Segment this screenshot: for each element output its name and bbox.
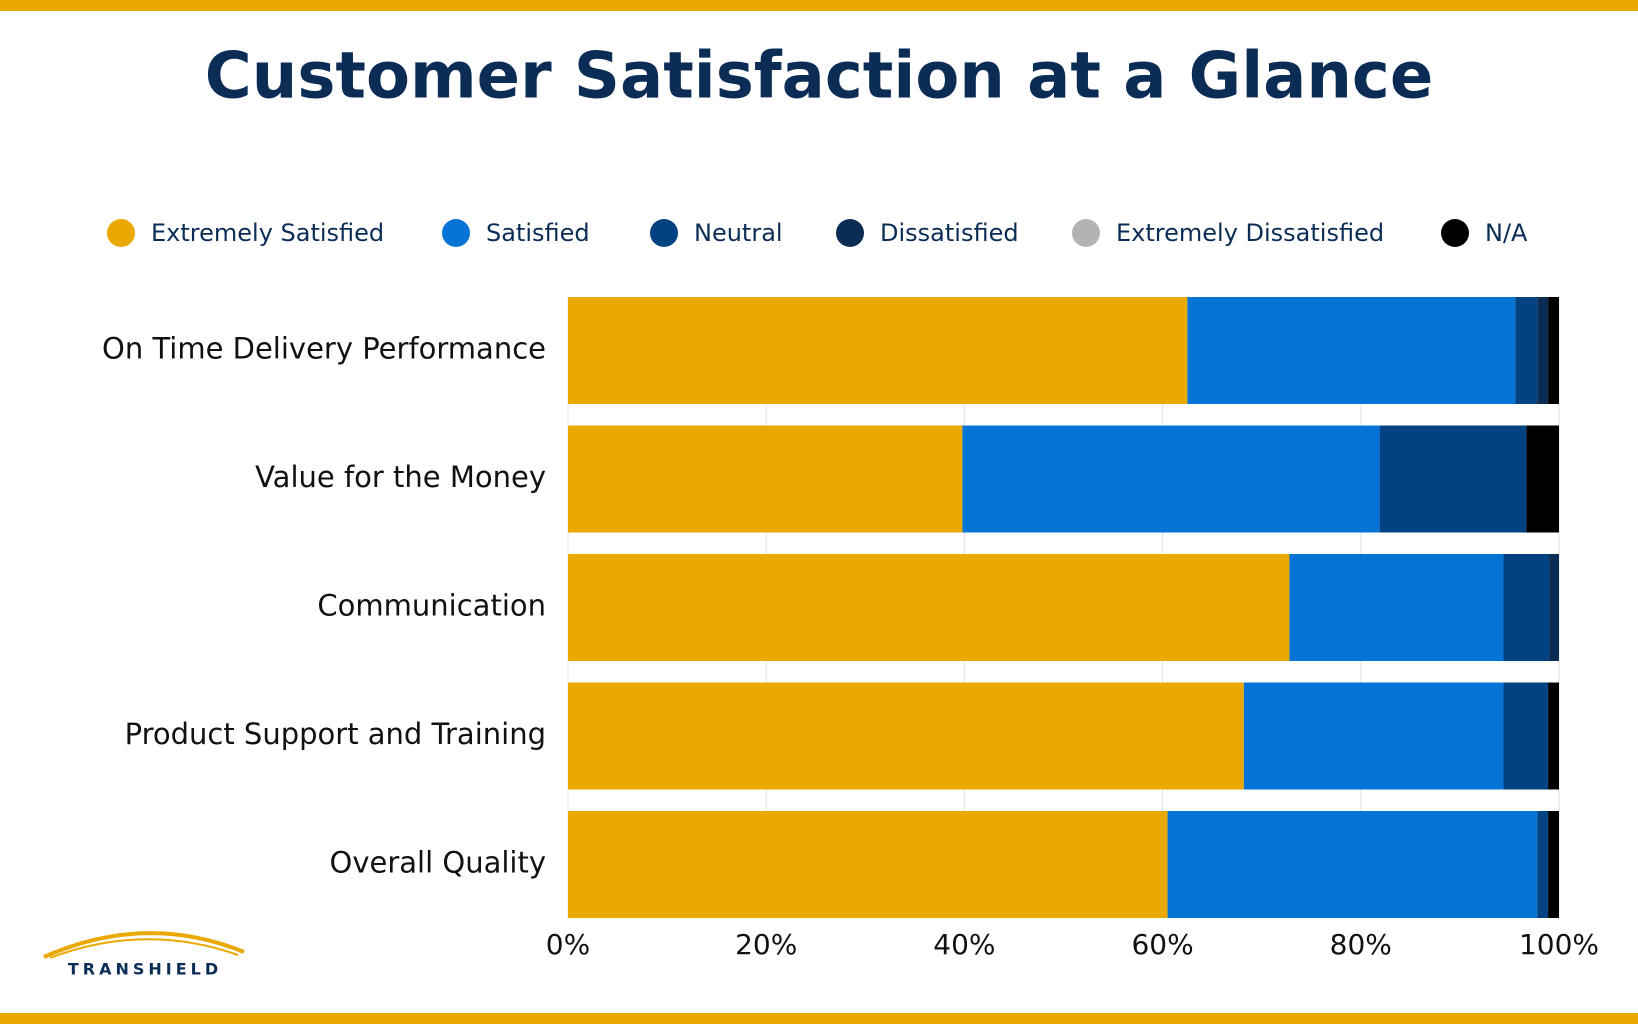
x-tick-label: 40%: [933, 928, 995, 961]
y-tick-label: Value for the Money: [255, 460, 546, 494]
legend-label: Satisfied: [486, 219, 590, 247]
bar-segment: [1515, 297, 1538, 404]
legend-swatch: [650, 219, 678, 247]
bar-segment: [568, 682, 1244, 790]
x-tick-label: 0%: [546, 928, 590, 961]
bar-segment: [1537, 811, 1549, 918]
bar-segment: [962, 425, 1380, 533]
bar-segment: [1289, 554, 1504, 661]
bar-segment: [568, 297, 1188, 404]
bar-segment: [1167, 811, 1538, 918]
y-tick-label: Overall Quality: [330, 846, 546, 880]
x-tick-label: 80%: [1330, 928, 1392, 961]
bottom-border: [0, 1013, 1638, 1024]
top-border: [0, 0, 1638, 11]
bar-segment: [1549, 554, 1559, 661]
x-tick-label: 100%: [1519, 928, 1599, 961]
bar-segment: [568, 811, 1168, 918]
logo-arc: [43, 931, 245, 959]
bar-segment: [1548, 297, 1559, 404]
legend-label: Dissatisfied: [880, 219, 1019, 247]
logo-arc: [49, 938, 239, 959]
chart-title: Customer Satisfaction at a Glance: [205, 40, 1433, 114]
x-tick-label: 60%: [1131, 928, 1193, 961]
legend-swatch: [836, 219, 864, 247]
bar-segment: [1503, 554, 1550, 661]
legend-swatch: [107, 219, 135, 247]
bar-segment: [1526, 425, 1559, 533]
bar-segment: [568, 425, 963, 533]
bar-segment: [1243, 682, 1504, 790]
y-tick-label: Product Support and Training: [125, 717, 546, 751]
bar-segment: [1548, 682, 1559, 790]
bar-segment: [1503, 682, 1549, 790]
bar-segment: [568, 554, 1290, 661]
legend-swatch: [442, 219, 470, 247]
logo: TRANSHIELD: [43, 931, 245, 979]
bar-segment: [1379, 425, 1527, 533]
legend-label: Extremely Satisfied: [151, 219, 384, 247]
legend-swatch: [1072, 219, 1100, 247]
x-tick-label: 20%: [735, 928, 797, 961]
bar-segment: [1537, 297, 1549, 404]
logo-text: TRANSHIELD: [68, 960, 222, 979]
legend-label: N/A: [1485, 219, 1528, 247]
legend-label: Neutral: [694, 219, 783, 247]
bar-segment: [1548, 811, 1559, 918]
y-tick-label: Communication: [317, 589, 546, 623]
bar-segment: [1187, 297, 1516, 404]
legend-swatch: [1441, 219, 1469, 247]
y-tick-label: On Time Delivery Performance: [102, 332, 546, 366]
legend-label: Extremely Dissatisfied: [1116, 219, 1384, 247]
